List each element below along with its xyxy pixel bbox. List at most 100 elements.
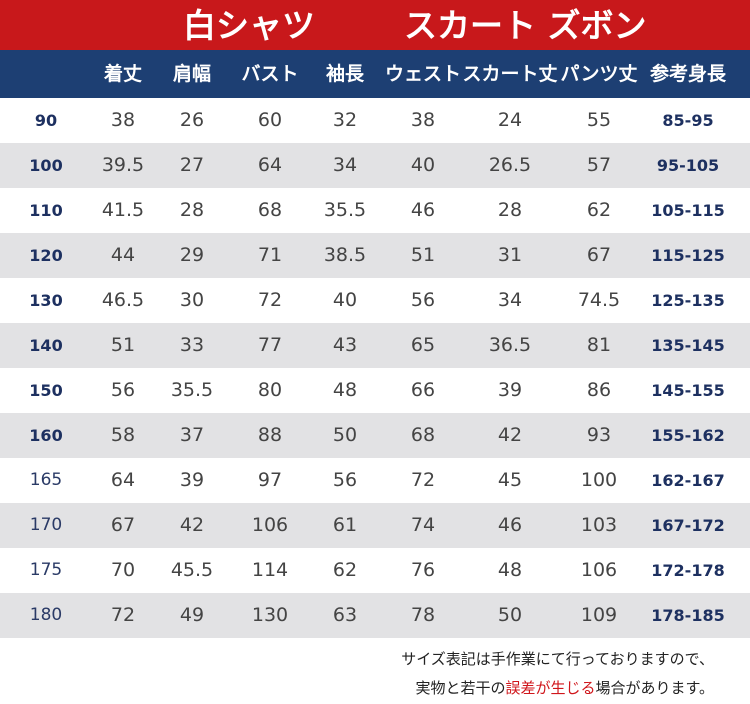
cell-length: 44 [110,244,136,266]
cell-skirt-length: 39 [497,379,523,401]
cell-ref-height: 125-135 [651,291,725,310]
cell-sleeve: 38.5 [323,244,367,266]
cell-waist: 76 [410,559,436,581]
column-header-length: 着丈 [103,63,142,85]
cell-shoulder: 42 [179,514,205,536]
cell-shoulder: 27 [179,154,205,176]
cell-shoulder: 30 [179,289,205,311]
table-row: 170 67 42 106 61 74 46 103 167-172 [0,503,750,548]
cell-sleeve: 56 [332,469,358,491]
cell-shoulder: 39 [179,469,205,491]
cell-pants-length: 93 [586,424,612,446]
cell-bust: 80 [257,379,283,401]
size-label: 130 [29,291,63,310]
cell-length: 64 [110,469,136,491]
cell-bust: 106 [251,514,289,536]
cell-length: 56 [110,379,136,401]
cell-shoulder: 26 [179,109,205,131]
note-line-2-start: 実物と若干の [415,679,506,697]
column-header-bust: バスト [241,63,299,85]
cell-skirt-length: 28 [497,199,523,221]
table-row: 160 58 37 88 50 68 42 93 155-162 [0,413,750,458]
column-header-sleeve: 袖長 [325,63,364,85]
size-label: 175 [29,560,63,580]
cell-pants-length: 62 [586,199,612,221]
cell-length: 72 [110,604,136,626]
size-label: 160 [29,426,63,445]
cell-shoulder: 28 [179,199,205,221]
cell-waist: 72 [410,469,436,491]
cell-ref-height: 162-167 [651,471,725,490]
size-label: 150 [29,381,63,400]
cell-length: 41.5 [101,199,145,221]
cell-ref-height: 95-105 [656,156,720,175]
cell-skirt-length: 24 [497,109,523,131]
cell-shoulder: 37 [179,424,205,446]
cell-pants-length: 67 [586,244,612,266]
cell-sleeve: 61 [332,514,358,536]
cell-sleeve: 34 [332,154,358,176]
cell-waist: 51 [410,244,436,266]
cell-length: 51 [110,334,136,356]
cell-waist: 66 [410,379,436,401]
cell-sleeve: 32 [332,109,358,131]
cell-bust: 68 [257,199,283,221]
cell-waist: 74 [410,514,436,536]
cell-shoulder: 35.5 [170,379,214,401]
cell-waist: 65 [410,334,436,356]
column-header-waist: ウェスト [384,63,461,85]
table-row: 175 70 45.5 114 62 76 48 106 172-178 [0,548,750,593]
cell-skirt-length: 45 [497,469,523,491]
cell-pants-length: 103 [580,514,618,536]
column-header-row: 着丈 肩幅 バスト 袖長 ウェスト スカート丈 パンツ丈 参考身長 [0,50,750,98]
cell-ref-height: 178-185 [651,606,725,625]
cell-shoulder: 29 [179,244,205,266]
size-label: 180 [29,605,63,625]
size-label: 100 [29,156,63,175]
table-row: 130 46.5 30 72 40 56 34 74.5 125-135 [0,278,750,323]
size-label: 140 [29,336,63,355]
cell-waist: 38 [410,109,436,131]
cell-bust: 88 [257,424,283,446]
cell-sleeve: 48 [332,379,358,401]
table-row: 140 51 33 77 43 65 36.5 81 135-145 [0,323,750,368]
cell-ref-height: 172-178 [651,561,725,580]
cell-skirt-length: 50 [497,604,523,626]
table-row: 165 64 39 97 56 72 45 100 162-167 [0,458,750,503]
table-row: 120 44 29 71 38.5 51 31 67 115-125 [0,233,750,278]
size-table: 90 38 26 60 32 38 24 55 85-95 100 39.5 27 64 34 40 26.5… [0,98,750,638]
cell-pants-length: 106 [580,559,618,581]
cell-shoulder: 33 [179,334,205,356]
cell-ref-height: 85-95 [662,111,714,130]
cell-length: 46.5 [101,289,145,311]
cell-pants-length: 74.5 [577,289,621,311]
cell-skirt-length: 46 [497,514,523,536]
cell-waist: 56 [410,289,436,311]
cell-shoulder: 45.5 [170,559,214,581]
cell-bust: 72 [257,289,283,311]
title-band: 白シャツ スカート ズボン [0,0,750,50]
note-line-2: 実物と若干の誤差が生じる場合があります。 [415,677,714,698]
cell-length: 70 [110,559,136,581]
cell-ref-height: 145-155 [651,381,725,400]
cell-bust: 114 [251,559,289,581]
cell-sleeve: 43 [332,334,358,356]
cell-waist: 68 [410,424,436,446]
cell-sleeve: 50 [332,424,358,446]
note-line-1: サイズ表記は手作業にて行っておりますので、 [401,650,714,668]
group-title-shirt: 白シャツ [183,6,315,45]
cell-bust: 130 [251,604,289,626]
table-row: 110 41.5 28 68 35.5 46 28 62 105-115 [0,188,750,233]
cell-pants-length: 57 [586,154,612,176]
cell-waist: 78 [410,604,436,626]
cell-bust: 97 [257,469,283,491]
cell-length: 38 [110,109,136,131]
cell-length: 58 [110,424,136,446]
table-row: 90 38 26 60 32 38 24 55 85-95 [0,98,750,143]
cell-pants-length: 100 [580,469,618,491]
cell-bust: 71 [257,244,283,266]
cell-sleeve: 63 [332,604,358,626]
cell-length: 39.5 [101,154,145,176]
cell-skirt-length: 42 [497,424,523,446]
cell-skirt-length: 31 [497,244,523,266]
